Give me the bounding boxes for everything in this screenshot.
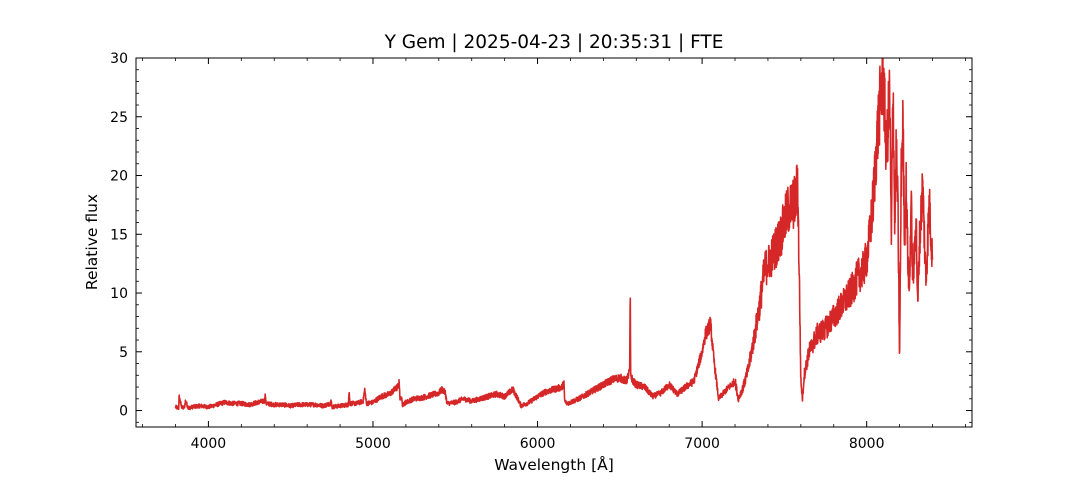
y-tick-label: 0	[119, 404, 128, 420]
y-tick-label: 30	[110, 51, 128, 67]
x-tick-label: 4000	[191, 436, 227, 452]
y-axis-label: Relative flux	[83, 194, 101, 290]
axes-frame	[135, 57, 973, 428]
chart-title: Y Gem | 2025-04-23 | 20:35:31 | FTE	[384, 32, 724, 53]
x-axis-label: Wavelength [Å]	[494, 455, 614, 474]
x-tick-label: 7000	[684, 436, 720, 452]
plot-area	[174, 58, 934, 411]
x-tick-label: 8000	[849, 436, 885, 452]
x-tick-label: 6000	[520, 436, 556, 452]
y-tick-label: 5	[119, 345, 128, 361]
y-tick-label: 25	[110, 110, 128, 126]
x-axis-ticks: 4000 5000 6000 7000 8000	[142, 58, 966, 452]
y-tick-label: 10	[110, 286, 128, 302]
y-tick-label: 15	[110, 227, 128, 243]
x-tick-label: 5000	[355, 436, 391, 452]
spectrum-line-0	[174, 58, 934, 411]
y-tick-label: 20	[110, 169, 128, 185]
